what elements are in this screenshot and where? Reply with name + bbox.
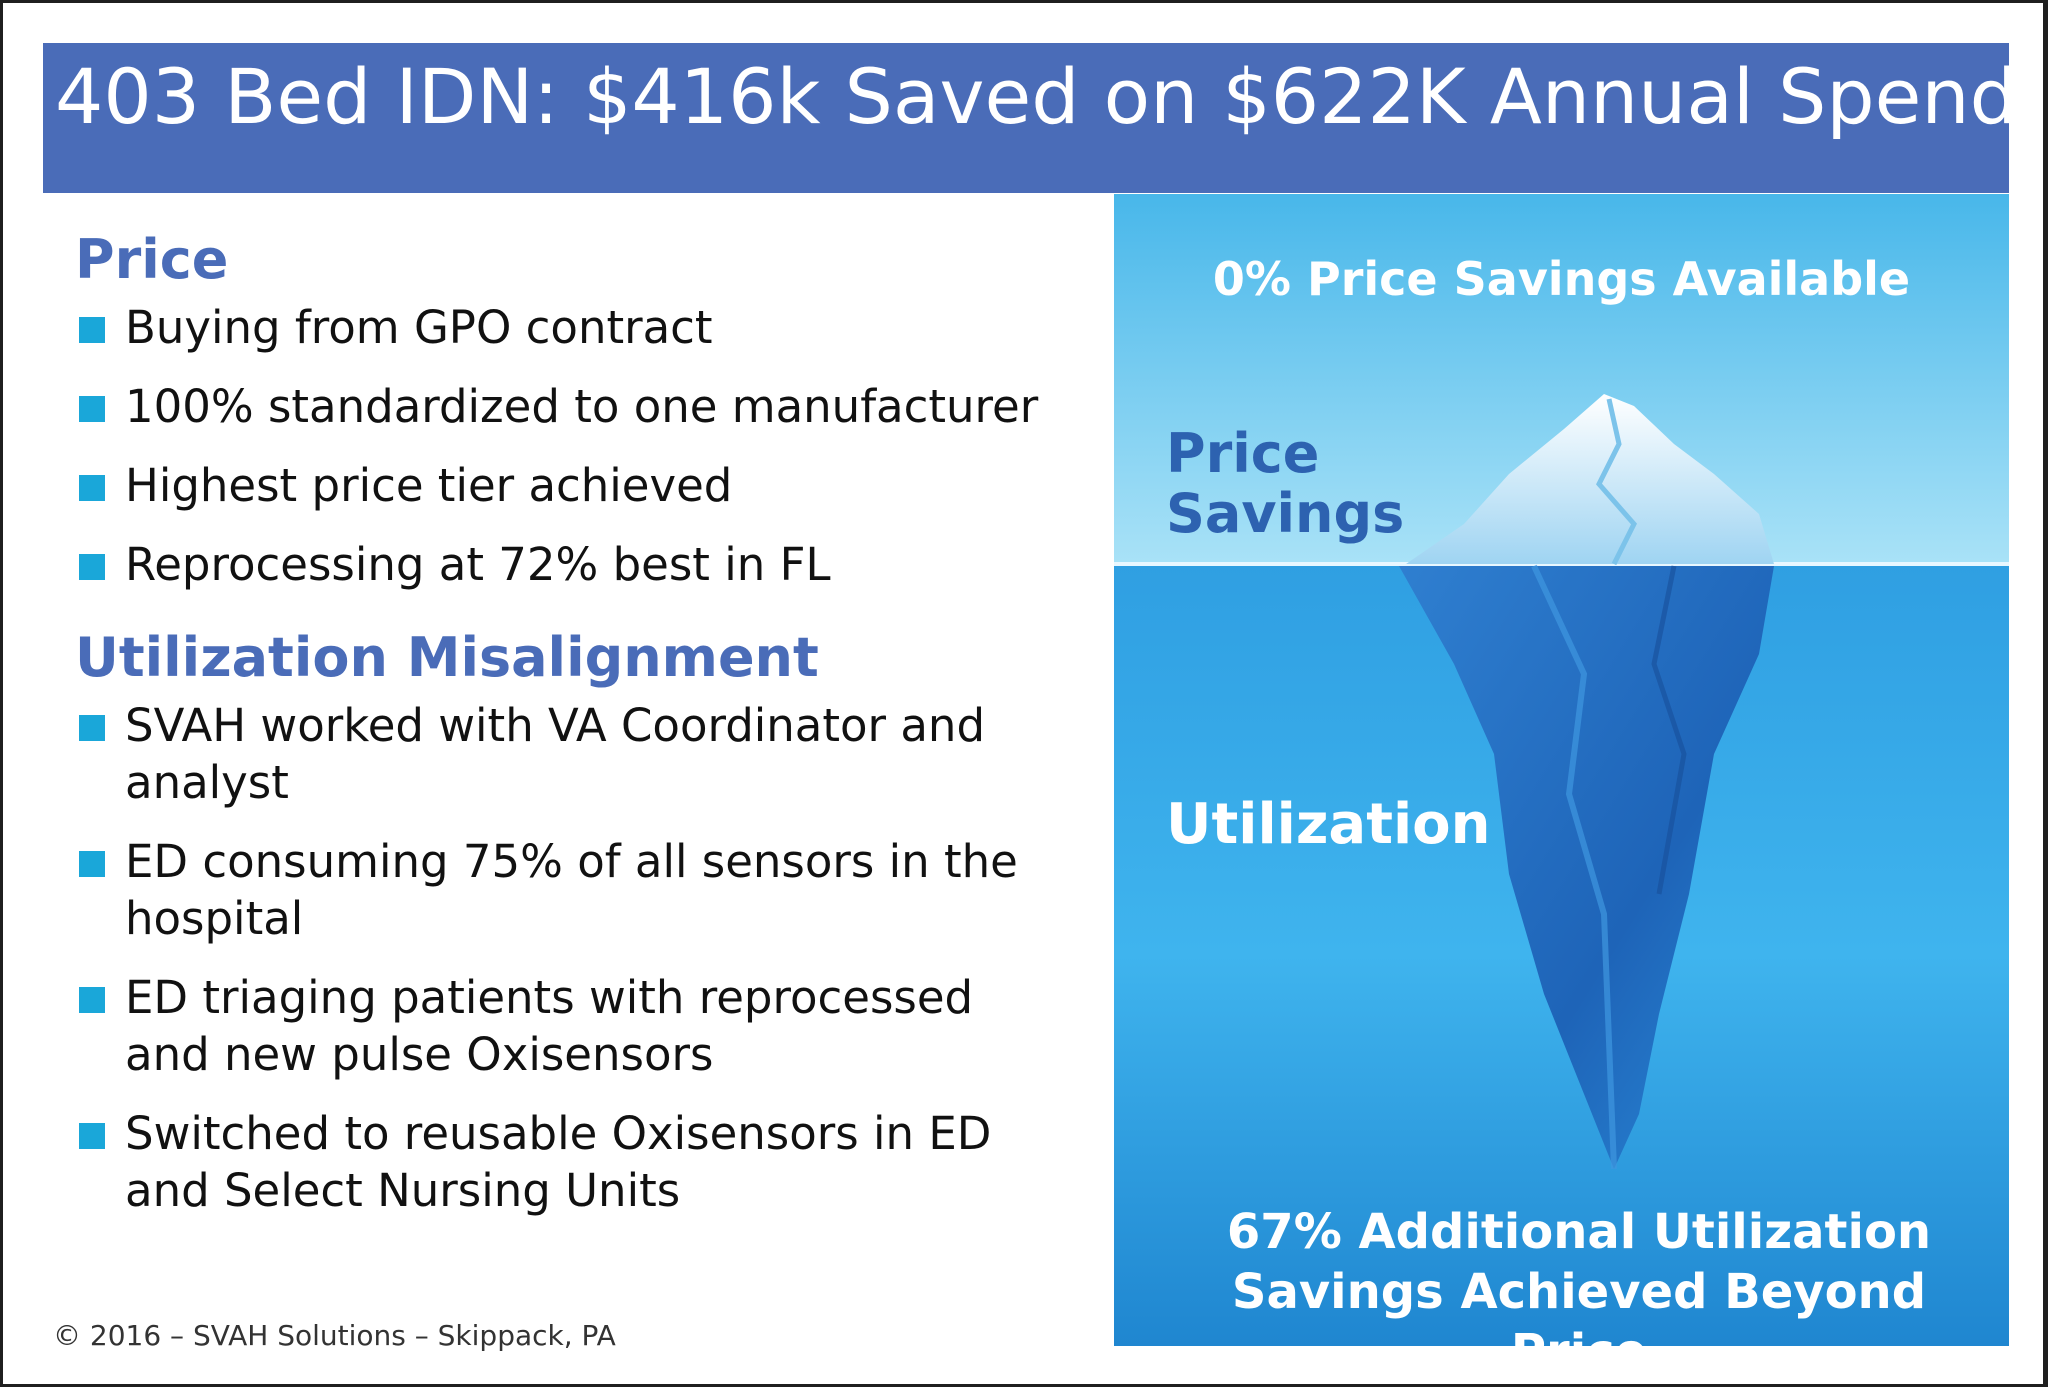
bullet-text: ED triaging patients with reprocessed an… xyxy=(125,971,974,1081)
bullet-square-icon xyxy=(79,987,105,1013)
bullet-text: SVAH worked with VA Coordinator and anal… xyxy=(125,699,986,809)
list-item: Reprocessing at 72% best in FL xyxy=(75,536,1075,593)
iceberg-underwater xyxy=(1399,566,1774,1169)
price-savings-label: Price Savings xyxy=(1166,422,1405,545)
list-item: Buying from GPO contract xyxy=(75,299,1025,356)
iceberg-tip xyxy=(1406,394,1774,564)
utilization-bullet-list: SVAH worked with VA Coordinator and anal… xyxy=(75,697,1075,1219)
bullet-square-icon xyxy=(79,396,105,422)
list-item: 100% standardized to one manufacturer xyxy=(75,378,1075,435)
slide: 403 Bed IDN: $416k Saved on $622K Annual… xyxy=(3,3,2043,1384)
bullet-text: Switched to reusable Oxisensors in ED an… xyxy=(125,1107,992,1217)
bullet-text: ED consuming 75% of all sensors in the h… xyxy=(125,835,1018,945)
bullet-square-icon xyxy=(79,851,105,877)
iceberg-facet xyxy=(1531,564,1617,1170)
price-heading: Price xyxy=(75,228,229,291)
iceberg-tip-crease xyxy=(1596,398,1637,566)
utilization-savings-text: 67% Additional Utilization Savings Achie… xyxy=(1226,1204,1932,1346)
utilization-heading: Utilization Misalignment xyxy=(75,626,819,689)
iceberg-facet-shadow xyxy=(1651,565,1687,895)
iceberg-panel: 0% Price Savings Available Price Savings… xyxy=(1114,194,2009,1346)
bullet-text: Buying from GPO contract xyxy=(125,301,713,354)
bullet-square-icon xyxy=(79,475,105,501)
left-column: Price Buying from GPO contract 100% stan… xyxy=(75,221,1075,1241)
bullet-square-icon xyxy=(79,715,105,741)
price-bullet-list: Buying from GPO contract 100% standardiz… xyxy=(75,299,1075,593)
list-item: Highest price tier achieved xyxy=(75,457,1075,514)
list-item: ED consuming 75% of all sensors in the h… xyxy=(75,833,1085,947)
bullet-text: 100% standardized to one manufacturer xyxy=(125,380,1039,433)
bullet-square-icon xyxy=(79,554,105,580)
bullet-text: Reprocessing at 72% best in FL xyxy=(125,538,831,591)
iceberg-illustration xyxy=(1114,194,2009,1346)
copyright-footer: © 2016 – SVAH Solutions – Skippack, PA xyxy=(53,1319,616,1352)
bullet-text: Highest price tier achieved xyxy=(125,459,733,512)
bullet-square-icon xyxy=(79,317,105,343)
bullet-square-icon xyxy=(79,1123,105,1149)
price-savings-available-text: 0% Price Savings Available xyxy=(1212,252,1911,306)
utilization-label: Utilization xyxy=(1166,792,1491,857)
title-bar: 403 Bed IDN: $416k Saved on $622K Annual… xyxy=(43,43,2018,193)
list-item: SVAH worked with VA Coordinator and anal… xyxy=(75,697,1025,811)
slide-title: 403 Bed IDN: $416k Saved on $622K Annual… xyxy=(55,52,2018,141)
list-item: ED triaging patients with reprocessed an… xyxy=(75,969,1065,1083)
list-item: Switched to reusable Oxisensors in ED an… xyxy=(75,1105,1085,1219)
